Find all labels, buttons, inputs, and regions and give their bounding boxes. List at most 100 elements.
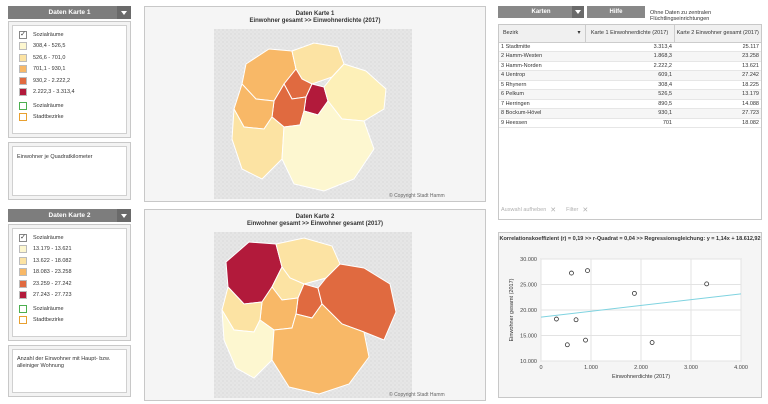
map2-description-text: Anzahl der Einwohner mit Haupt- bzw. all…	[17, 356, 111, 369]
legend-item[interactable]: Stadtbezirke	[19, 316, 64, 325]
table-row[interactable]: 8 Bockum-Hövel 930,1 27.723	[499, 108, 761, 119]
table-body: 1 Stadtmitte 3.313,4 25.117 2 Hamm-Westen 1.…	[499, 42, 761, 128]
table-cell: 526,5	[585, 89, 674, 100]
map2-description-panel: Anzahl der Einwohner mit Haupt- bzw. all…	[8, 345, 131, 397]
color-swatch	[19, 42, 27, 50]
data-point	[585, 268, 590, 274]
legend-label: 18.083 - 23.258	[33, 269, 72, 275]
table-row[interactable]: 2 Hamm-Westen 1.868,3 23.258	[499, 51, 761, 62]
correlation-panel: Korrelationskoeffizient (r) = 0,19 >> r-…	[498, 232, 762, 398]
data-point	[573, 317, 579, 323]
map1-subtitle: Einwohner gesamt >> Einwohnerdichte (201…	[249, 18, 381, 24]
table-cell: 3.313,4	[585, 42, 674, 52]
data-point	[704, 281, 710, 287]
table-cell: 7 Herringen	[499, 99, 585, 109]
data-point	[583, 337, 588, 343]
table-row[interactable]: 7 Herringen 890,5 14.088	[499, 99, 761, 109]
column-header-bezirk[interactable]: Bezirk ▾	[499, 25, 585, 43]
table-cell: 13.179	[674, 89, 761, 100]
map2-choropleth[interactable]	[214, 232, 412, 398]
color-swatch	[19, 268, 27, 276]
checkbox[interactable]	[19, 113, 27, 121]
color-swatch	[19, 53, 27, 62]
data-point	[649, 340, 655, 345]
table-cell: 3 Hamm-Norden	[499, 61, 585, 71]
column-header-karte1[interactable]: Karte 1 Einwohnerdichte (2017)	[584, 25, 674, 43]
table-row[interactable]: 1 Stadtmitte 3.313,4 25.117	[499, 42, 761, 52]
legend-label: Stadtbezirke	[33, 317, 64, 323]
map1-dropdown-label: Daten Karte 1	[48, 9, 91, 16]
checkbox[interactable]	[19, 316, 27, 324]
sort-icon: ▾	[577, 30, 581, 37]
legend-item[interactable]: ✓ Sozialräume	[19, 233, 64, 242]
clear-selection-button[interactable]: Auswahl aufheben	[501, 207, 547, 213]
x-tick-label: 1.000	[584, 365, 598, 371]
legend-item[interactable]: ✓ Sozialräume	[19, 30, 64, 39]
table-cell: 25.117	[674, 42, 761, 52]
color-swatch	[19, 279, 27, 288]
map2-subtitle: Einwohner gesamt >> Einwohner gesamt (20…	[246, 221, 384, 227]
map1-description-panel: Einwohner je Quadratkilometer	[8, 142, 131, 200]
table-cell: 13.621	[674, 61, 761, 71]
map1-panel: Daten Karte 1 Einwohner gesamt >> Einwoh…	[144, 6, 486, 202]
legend-item[interactable]: Sozialräume	[19, 101, 64, 110]
table-cell: 2.222,2	[585, 61, 674, 71]
column-header-karte2[interactable]: Karte 2 Einwohner gesamt (2017)	[673, 25, 761, 43]
x-tick-label: 4.000	[734, 365, 748, 371]
close-icon[interactable]: ✕	[550, 207, 557, 214]
table-cell: 609,1	[585, 70, 674, 81]
legend-label: 930,2 - 2.222,2	[33, 77, 71, 84]
table-cell: 930,1	[585, 108, 674, 119]
map2-legend-panel: ✓ Sozialräume 13.179 - 13.621 13.622 - 18.0…	[8, 224, 131, 341]
scatter-chart: 10.000 15.000 20.000 25.000 30.000 0 1.000 2.00…	[509, 257, 748, 380]
map2-data-dropdown[interactable]: Daten Karte 2	[8, 209, 131, 222]
table-cell: 27.723	[674, 108, 761, 119]
table-row[interactable]: 4 Uentrop 609,1 27.242	[499, 70, 761, 81]
map1-description: Einwohner je Quadratkilometer	[12, 146, 127, 196]
chevron-down-icon	[117, 6, 131, 19]
color-swatch	[19, 76, 27, 85]
table-panel: Bezirk ▾ Karte 1 Einwohnerdichte (2017) …	[498, 24, 762, 220]
legend-label: 13.622 - 18.082	[33, 257, 72, 264]
checkbox[interactable]: ✓	[19, 30, 27, 39]
table-row[interactable]: 5 Rhynern 308,4 18.225	[499, 80, 761, 90]
y-tick-label: 25.000	[520, 283, 537, 289]
legend-label: 13.179 - 13.621	[33, 246, 72, 252]
table-cell: 308,4	[585, 80, 674, 90]
table-cell: 1.868,3	[585, 51, 674, 62]
karten-dropdown[interactable]: Karten	[498, 6, 584, 18]
filter-button[interactable]: Filter	[566, 207, 579, 213]
legend-label: Sozialräume	[33, 305, 64, 312]
legend-item: 13.179 - 13.621	[19, 245, 72, 254]
table-row[interactable]: 9 Heessen 701 18.082	[499, 118, 761, 128]
table-row[interactable]: 6 Pelkum 526,5 13.179	[499, 89, 761, 100]
legend-item[interactable]: Sozialräume	[19, 304, 64, 313]
map1-title: Daten Karte 1	[295, 11, 335, 17]
district-uentrop	[323, 63, 387, 122]
table-cell: 6 Pelkum	[499, 89, 585, 100]
checkbox[interactable]	[19, 101, 27, 110]
map1-data-dropdown[interactable]: Daten Karte 1	[8, 6, 131, 19]
checkbox[interactable]: ✓	[19, 233, 27, 242]
hilfe-button[interactable]: Hilfe	[587, 6, 645, 18]
table-cell: 27.242	[674, 70, 761, 81]
legend-item[interactable]: Stadtbezirke	[19, 113, 64, 122]
district-rhynern	[271, 303, 370, 395]
map1-choropleth[interactable]	[214, 29, 412, 199]
map1-description-text: Einwohner je Quadratkilometer	[17, 154, 93, 160]
close-icon[interactable]: ✕	[582, 207, 589, 214]
table-cell: 1 Stadtmitte	[499, 42, 585, 52]
map2-dropdown-label: Daten Karte 2	[48, 212, 91, 219]
district-table: Bezirk ▾ Karte 1 Einwohnerdichte (2017) …	[499, 25, 761, 128]
table-row[interactable]: 3 Hamm-Norden 2.222,2 13.621	[499, 61, 761, 71]
y-axis-label: Einwohner gesamt (2017)	[509, 278, 515, 341]
map2-legend: ✓ Sozialräume 13.179 - 13.621 13.622 - 18.0…	[12, 228, 127, 337]
y-tick-label: 30.000	[520, 257, 537, 263]
legend-item: 18.083 - 23.258	[19, 268, 72, 277]
data-point	[632, 290, 637, 296]
checkbox[interactable]	[19, 304, 27, 313]
legend-label: Sozialräume	[33, 234, 64, 241]
map1-copyright: © Copyright Stadt Hamm	[389, 193, 445, 199]
table-cell: 890,5	[585, 99, 674, 109]
legend-label: 23.259 - 27.242	[33, 280, 72, 287]
